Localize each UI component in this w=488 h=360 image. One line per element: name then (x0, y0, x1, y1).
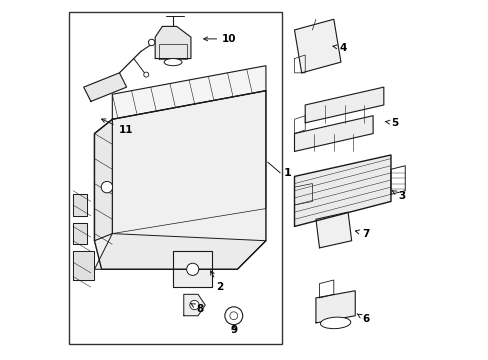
Text: 7: 7 (355, 229, 369, 239)
Text: 3: 3 (392, 191, 405, 201)
Polygon shape (94, 234, 265, 269)
Polygon shape (173, 251, 212, 287)
Text: 8: 8 (190, 303, 203, 314)
Polygon shape (183, 294, 205, 316)
Circle shape (189, 300, 199, 310)
Circle shape (148, 39, 155, 46)
Circle shape (229, 312, 237, 320)
Text: 4: 4 (332, 43, 346, 53)
Polygon shape (155, 26, 190, 59)
Polygon shape (73, 223, 87, 244)
Text: 10: 10 (203, 34, 236, 44)
Text: 11: 11 (102, 119, 133, 135)
Polygon shape (73, 251, 94, 280)
Text: 2: 2 (210, 271, 223, 292)
Polygon shape (305, 87, 383, 123)
Polygon shape (94, 119, 112, 241)
Ellipse shape (164, 59, 182, 66)
Polygon shape (315, 291, 354, 323)
Circle shape (101, 181, 112, 193)
Polygon shape (294, 116, 372, 152)
Text: 9: 9 (230, 325, 237, 335)
Ellipse shape (320, 317, 350, 329)
Polygon shape (83, 73, 126, 102)
Polygon shape (112, 66, 265, 119)
Circle shape (143, 72, 148, 77)
Text: 1: 1 (283, 168, 291, 178)
Polygon shape (315, 212, 351, 248)
Polygon shape (94, 91, 265, 269)
Polygon shape (73, 194, 87, 216)
FancyBboxPatch shape (69, 12, 282, 344)
Polygon shape (294, 155, 390, 226)
Polygon shape (294, 19, 340, 73)
Text: 6: 6 (356, 314, 369, 324)
Circle shape (224, 307, 242, 325)
Text: 5: 5 (385, 118, 397, 128)
Circle shape (186, 263, 198, 275)
